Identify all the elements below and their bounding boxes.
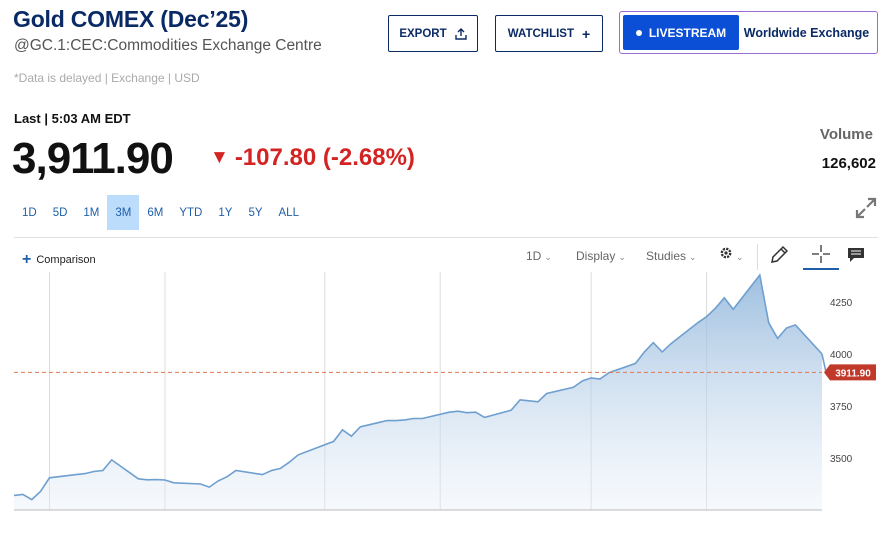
range-button-ytd[interactable]: YTD	[179, 206, 203, 219]
settings-dropdown[interactable]: ⌄	[719, 246, 744, 263]
down-arrow-icon: ▼	[210, 147, 229, 168]
x-tick-label: Aug	[41, 517, 59, 518]
page-title: Gold COMEX (Dec’25)	[13, 6, 249, 32]
last-time-label: Last | 5:03 AM EDT	[14, 111, 131, 126]
x-tick-label: 14	[435, 517, 447, 518]
y-tick-label: 4250	[830, 298, 853, 309]
livestream-button[interactable]: LIVESTREAM	[623, 15, 739, 50]
range-button-5y[interactable]: 5Y	[248, 206, 263, 219]
range-button-5d[interactable]: 5D	[52, 206, 68, 219]
interval-label: 1D	[526, 249, 542, 263]
studies-label: Studies	[646, 249, 687, 263]
exchange-link[interactable]: Worldwide Exchange	[743, 25, 870, 40]
crosshair-button[interactable]	[803, 240, 839, 270]
price-change-value: -107.80 (-2.68%)	[234, 144, 415, 171]
chevron-down-icon: ⌄	[544, 252, 552, 262]
plus-icon: +	[582, 25, 591, 42]
watchlist-button[interactable]: WATCHLIST +	[495, 15, 603, 52]
crosshair-icon	[812, 245, 830, 263]
comment-icon[interactable]	[846, 246, 866, 264]
comparison-label: Comparison	[36, 254, 96, 266]
y-tick-label: 3750	[830, 402, 853, 413]
x-tick-label: 14	[159, 517, 171, 518]
range-button-all[interactable]: ALL	[278, 206, 299, 219]
y-tick-label: 4000	[830, 350, 853, 361]
symbol-label: @GC.1:CEC:Commodities Exchange Centre	[14, 37, 322, 54]
chevron-down-icon: ⌄	[689, 252, 697, 262]
range-button-1y[interactable]: 1Y	[218, 206, 233, 219]
divider	[14, 237, 878, 238]
price-area	[14, 275, 822, 510]
last-price: 3,911.90	[12, 134, 174, 183]
price-line	[14, 273, 823, 501]
live-dot-icon	[635, 29, 642, 36]
export-button[interactable]: EXPORT	[388, 15, 478, 52]
price-line-end	[821, 353, 827, 373]
data-delayed-note: *Data is delayed | Exchange | USD	[14, 71, 200, 85]
price-change: ▼ -107.80 (-2.68%)	[210, 144, 415, 172]
display-label: Display	[576, 249, 616, 263]
export-label: EXPORT	[399, 27, 447, 40]
range-selector: 1D 5D 1M 3M 6M YTD 1Y 5Y ALL	[14, 195, 307, 230]
range-button-3m[interactable]: 3M	[107, 195, 140, 230]
studies-dropdown[interactable]: Studies ⌄	[646, 249, 697, 263]
last-price-tag	[824, 364, 876, 381]
range-button-6m[interactable]: 6M	[147, 206, 164, 219]
chevron-down-icon: ⌄	[618, 252, 626, 262]
range-button-1m[interactable]: 1M	[83, 206, 100, 219]
x-tick-label: Sep	[316, 517, 334, 518]
share-icon	[454, 27, 467, 40]
gear-icon	[720, 247, 732, 259]
toolbar-divider	[757, 244, 758, 270]
plus-icon: +	[22, 251, 32, 268]
expand-icon[interactable]	[854, 196, 878, 220]
range-button-1d[interactable]: 1D	[22, 206, 37, 219]
livestream-banner[interactable]: LIVESTREAM Worldwide Exchange	[619, 11, 878, 54]
chevron-down-icon: ⌄	[736, 252, 744, 262]
pencil-icon[interactable]	[768, 244, 790, 266]
comparison-button[interactable]: + Comparison	[22, 252, 96, 268]
x-tick-label: Oct	[583, 517, 599, 518]
display-dropdown[interactable]: Display ⌄	[576, 249, 626, 263]
y-tick-label: 3500	[830, 454, 853, 465]
livestream-label: LIVESTREAM	[648, 25, 727, 40]
last-price-tag-label: 3911.90	[835, 368, 871, 379]
interval-dropdown[interactable]: 1D ⌄	[526, 249, 552, 263]
volume-label: Volume	[819, 126, 873, 143]
price-chart[interactable]: Aug 14 Sep 14 Oct 14 3500 3750 4000 4250 3911.90	[14, 272, 880, 518]
watchlist-label: WATCHLIST	[507, 27, 575, 40]
x-tick-label: 14	[701, 517, 713, 518]
volume-value: 126,602	[821, 155, 876, 172]
